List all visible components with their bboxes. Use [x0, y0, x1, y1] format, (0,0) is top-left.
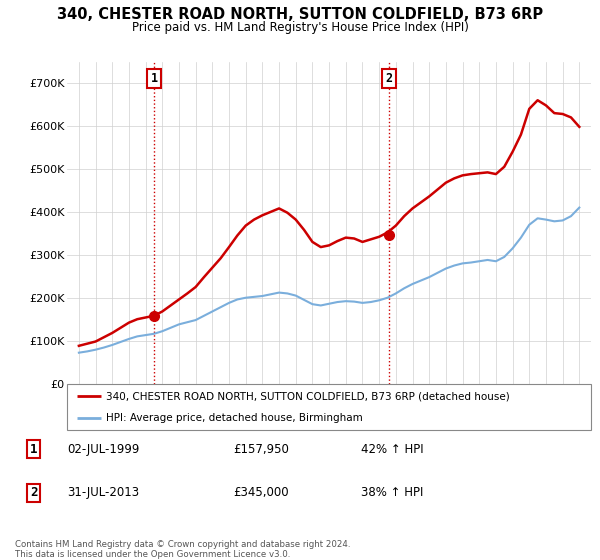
- Text: 38% ↑ HPI: 38% ↑ HPI: [361, 487, 424, 500]
- Text: 1: 1: [151, 72, 158, 85]
- Text: 340, CHESTER ROAD NORTH, SUTTON COLDFIELD, B73 6RP: 340, CHESTER ROAD NORTH, SUTTON COLDFIEL…: [57, 7, 543, 22]
- Text: Price paid vs. HM Land Registry's House Price Index (HPI): Price paid vs. HM Land Registry's House …: [131, 21, 469, 34]
- Text: 2: 2: [30, 487, 37, 500]
- Text: HPI: Average price, detached house, Birmingham: HPI: Average price, detached house, Birm…: [106, 413, 363, 423]
- Text: 31-JUL-2013: 31-JUL-2013: [67, 487, 139, 500]
- Text: 1: 1: [30, 442, 37, 456]
- Text: 02-JUL-1999: 02-JUL-1999: [67, 442, 140, 456]
- Text: 2: 2: [385, 72, 392, 85]
- Text: 42% ↑ HPI: 42% ↑ HPI: [361, 442, 424, 456]
- Text: £157,950: £157,950: [233, 442, 289, 456]
- Text: Contains HM Land Registry data © Crown copyright and database right 2024.
This d: Contains HM Land Registry data © Crown c…: [15, 540, 350, 559]
- Text: £345,000: £345,000: [233, 487, 289, 500]
- FancyBboxPatch shape: [67, 384, 591, 430]
- Text: 340, CHESTER ROAD NORTH, SUTTON COLDFIELD, B73 6RP (detached house): 340, CHESTER ROAD NORTH, SUTTON COLDFIEL…: [106, 391, 510, 401]
